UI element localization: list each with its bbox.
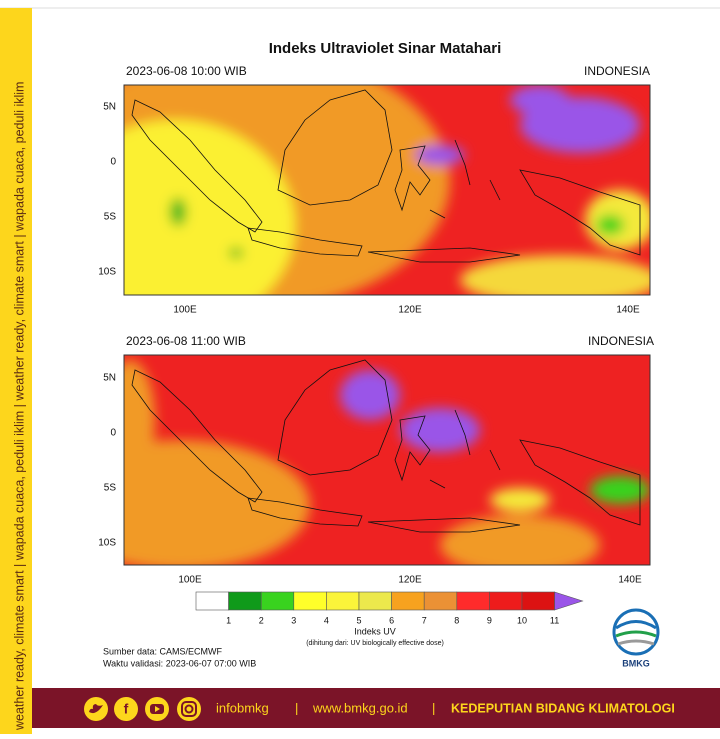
sidebar-band [0, 8, 32, 734]
panel-region: INDONESIA [584, 64, 650, 78]
colorbar-label: 9 [487, 615, 492, 625]
lat-label: 5S [104, 483, 117, 494]
colorbar-label: 3 [291, 615, 296, 625]
bmkg-logo [612, 608, 660, 656]
colorbar-box [489, 591, 523, 611]
map-frame [123, 84, 651, 296]
colorbar-label: 5 [356, 615, 361, 625]
legend-title: Indeks UV [354, 626, 396, 636]
colorbar-label: 7 [422, 615, 427, 625]
footer-handle: infobmkg [216, 700, 269, 715]
lon-label: 100E [173, 305, 197, 316]
logo-text: BMKG [622, 658, 650, 668]
panel-time: 2023-06-08 11:00 WIB [126, 334, 246, 348]
footer-separator: | [295, 700, 298, 715]
lat-label: 10S [98, 538, 116, 549]
uv-map [124, 85, 650, 295]
panel-time: 2023-06-08 10:00 WIB [126, 64, 247, 78]
lon-label: 140E [618, 575, 642, 586]
lon-label: 140E [616, 305, 640, 316]
uv-map [124, 355, 650, 565]
colorbar-box [358, 591, 392, 611]
colorbar-arrow [554, 591, 584, 611]
colorbar-label: 8 [454, 615, 459, 625]
svg-text:f: f [124, 701, 129, 717]
lat-label: 0 [110, 157, 116, 168]
colorbar-label: 2 [259, 615, 264, 625]
lat-label: 0 [110, 428, 116, 439]
validity: Waktu validasi: 2023-06-07 07:00 WIB [103, 658, 256, 668]
colorbar-box [423, 591, 458, 611]
colorbar-box [228, 591, 262, 611]
sidebar-text: weather ready, climate smart | wapada cu… [12, 82, 26, 731]
colorbar-box [260, 591, 295, 611]
source: Sumber data: CAMS/ECMWF [103, 646, 223, 656]
colorbar-label: 6 [389, 615, 394, 625]
colorbar-box [195, 591, 229, 611]
footer-unit: KEDEPUTIAN BIDANG KLIMATOLOGI [451, 701, 675, 715]
map-frame [123, 354, 651, 566]
colorbar-label: 1 [226, 615, 231, 625]
colorbar-label: 11 [550, 615, 559, 625]
panel-region: INDONESIA [588, 334, 654, 348]
colorbar-box [293, 591, 327, 611]
colorbar-box [456, 591, 490, 611]
title: Indeks Ultraviolet Sinar Matahari [269, 40, 502, 57]
legend-note: (dihitung dari: UV biologically effectiv… [306, 640, 444, 647]
lat-label: 5N [103, 102, 116, 113]
colorbar-box [326, 591, 360, 611]
lat-label: 5S [104, 212, 117, 223]
footer-separator: | [432, 700, 435, 715]
colorbar-label: 10 [517, 615, 527, 625]
lon-label: 100E [178, 575, 202, 586]
lat-label: 10S [98, 267, 116, 278]
colorbar-label: 4 [324, 615, 329, 625]
lon-label: 120E [398, 305, 422, 316]
footer-website: www.bmkg.go.id [312, 700, 408, 715]
colorbar-box [391, 591, 425, 611]
colorbar: 1 2 3 4 5 6 7 8 9 10 11 [195, 591, 584, 625]
lon-label: 120E [398, 575, 422, 586]
colorbar-box [521, 591, 555, 611]
lat-label: 5N [103, 373, 116, 384]
social-icons: f [84, 697, 201, 721]
